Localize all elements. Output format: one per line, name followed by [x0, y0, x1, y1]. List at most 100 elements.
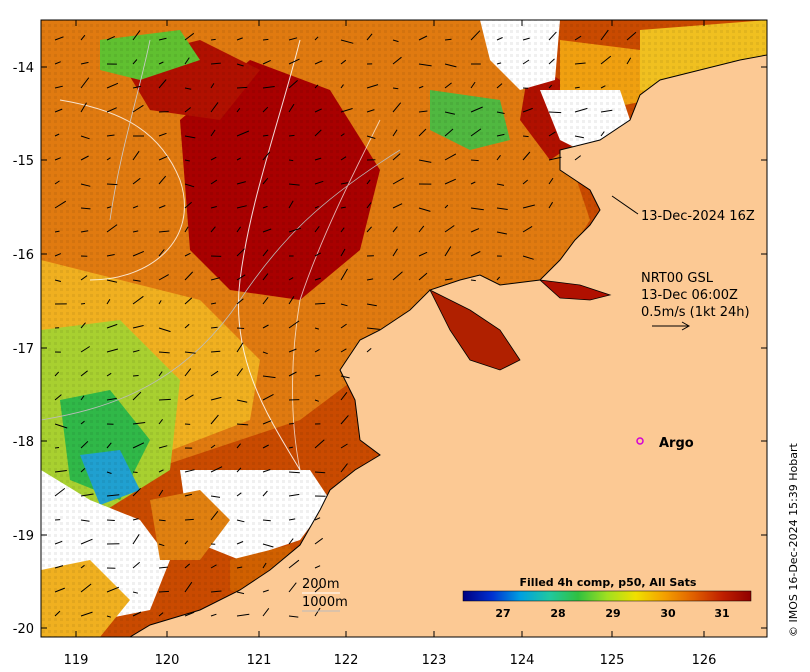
current-vector — [340, 133, 345, 137]
current-vector — [184, 252, 191, 257]
current-vector — [340, 375, 350, 379]
current-vector — [392, 271, 403, 281]
current-vector — [236, 613, 250, 617]
y-tick-label: -19 — [13, 529, 34, 544]
current-vector — [314, 517, 321, 521]
current-vector — [340, 463, 348, 473]
current-vector — [496, 207, 508, 210]
current-vector — [54, 587, 65, 593]
current-vector — [158, 327, 171, 333]
current-vector — [496, 183, 505, 186]
current-vector — [106, 348, 119, 353]
current-vector — [470, 207, 484, 211]
current-vector — [54, 157, 61, 161]
current-vector — [392, 87, 399, 90]
current-vector — [262, 562, 267, 569]
current-vector — [444, 225, 455, 233]
current-vector — [54, 133, 60, 137]
current-vector — [236, 107, 241, 113]
current-vector — [158, 445, 168, 449]
current-vector — [236, 368, 244, 377]
current-vector — [262, 589, 269, 593]
current-vector — [366, 179, 371, 185]
current-vector — [288, 518, 296, 521]
current-vector — [522, 151, 531, 161]
current-vector — [288, 348, 297, 353]
coastline — [129, 20, 767, 637]
current-vector — [314, 586, 321, 593]
current-vector — [366, 226, 372, 233]
current-vector — [522, 255, 534, 260]
current-vector — [366, 135, 376, 139]
current-vector — [288, 296, 295, 305]
current-vector — [80, 230, 89, 233]
current-vector — [132, 422, 146, 425]
current-vector — [158, 274, 169, 281]
current-vector — [444, 111, 456, 115]
current-vector — [236, 492, 242, 497]
current-vector — [210, 564, 217, 569]
current-vector — [288, 615, 299, 618]
current-scale-arrow — [652, 321, 691, 331]
current-vector — [184, 493, 193, 497]
current-vector — [314, 157, 322, 161]
current-vector — [106, 134, 115, 137]
current-vector — [236, 86, 248, 89]
x-tick-label: 120 — [155, 653, 180, 668]
current-vector — [106, 157, 111, 161]
current-vector — [106, 298, 111, 305]
current-vector — [80, 102, 87, 113]
current-vector — [314, 399, 319, 402]
current-vector — [340, 108, 353, 113]
current-vector — [80, 370, 88, 377]
current-vector — [496, 111, 505, 114]
current-vector — [340, 156, 347, 161]
current-vector — [262, 351, 268, 355]
current-vector — [288, 200, 294, 209]
current-vector — [496, 62, 502, 65]
current-vector — [158, 300, 162, 305]
current-vector — [288, 582, 297, 593]
current-vector — [340, 227, 345, 233]
current-vector — [184, 368, 192, 377]
current-vector — [444, 153, 457, 161]
current-vector — [80, 395, 85, 401]
current-vector — [444, 204, 449, 209]
current-vector — [184, 518, 194, 521]
current-vector — [210, 38, 216, 41]
current-vector — [132, 471, 138, 473]
current-vector — [262, 469, 271, 473]
current-vector — [496, 133, 505, 137]
current-vector — [470, 181, 476, 185]
current-vector — [184, 323, 190, 329]
current-vector — [574, 155, 582, 161]
x-tick-label: 124 — [510, 653, 535, 668]
current-vector — [106, 224, 118, 233]
current-vector — [262, 543, 274, 548]
current-vector — [314, 252, 322, 257]
current-vector — [574, 62, 586, 65]
current-vector — [132, 518, 139, 521]
current-vector — [236, 327, 245, 329]
current-vector — [340, 323, 347, 329]
current-vector — [54, 108, 63, 113]
current-vector — [626, 31, 637, 41]
current-vector — [262, 324, 269, 329]
current-vector — [366, 109, 375, 113]
argo-label: Argo — [659, 436, 694, 451]
current-vector — [80, 468, 86, 473]
current-vector — [158, 61, 164, 65]
current-vector — [158, 175, 167, 185]
contour-1000m-label: 1000m — [302, 595, 348, 610]
current-vector — [80, 34, 86, 41]
current-vector — [158, 230, 170, 233]
current-vector — [236, 63, 244, 67]
current-vector — [262, 59, 271, 65]
current-vector — [132, 150, 140, 161]
current-vector — [106, 615, 112, 618]
current-vector — [340, 391, 348, 401]
current-vector — [574, 35, 582, 41]
current-vector — [54, 565, 64, 569]
king-sound-inlet — [429, 289, 521, 371]
current-vector — [236, 274, 246, 281]
